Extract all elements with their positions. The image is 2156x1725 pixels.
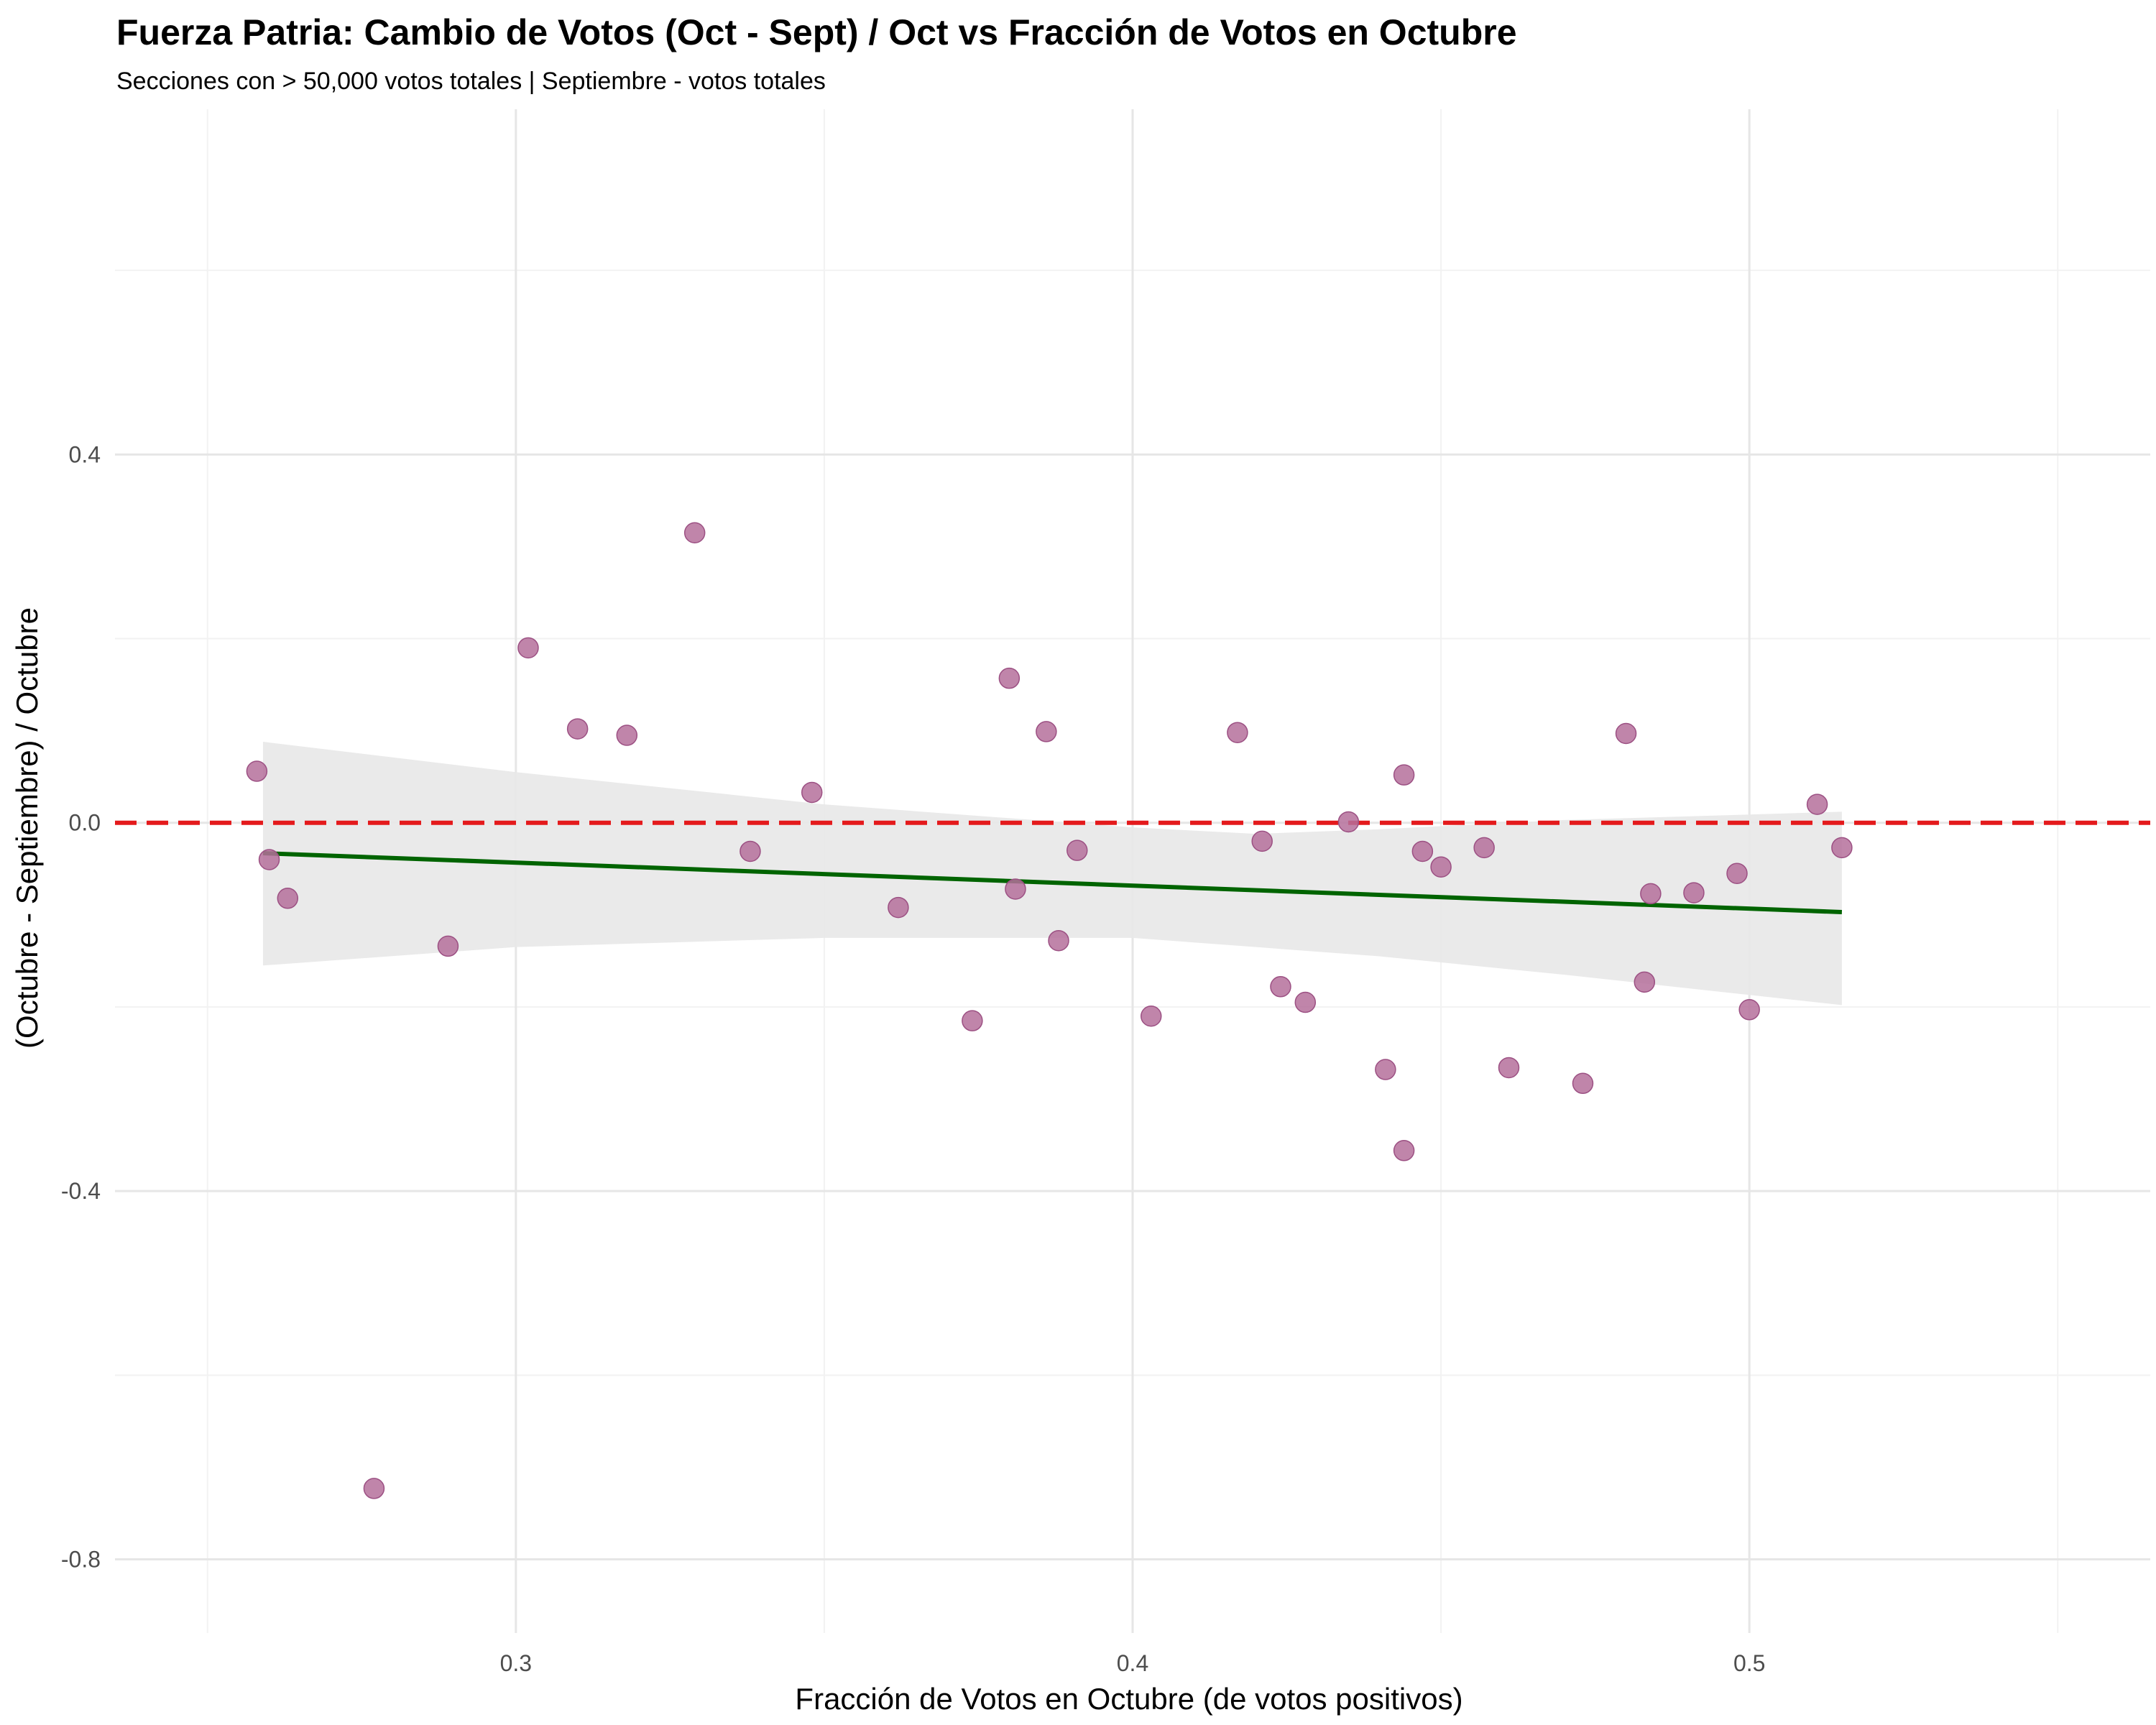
x-tick-label: 0.4 — [1117, 1650, 1148, 1676]
data-point — [1634, 971, 1656, 993]
data-point — [246, 760, 268, 782]
data-point — [1227, 722, 1248, 743]
data-point — [1005, 878, 1026, 900]
data-point — [1048, 929, 1069, 952]
data-point — [1294, 991, 1317, 1013]
data-point — [1067, 840, 1088, 861]
data-point — [1375, 1059, 1396, 1080]
data-point — [1337, 811, 1360, 833]
x-axis-tick-labels: 0.3 0.4 0.5 — [500, 1650, 1766, 1676]
data-point — [1806, 794, 1828, 815]
y-tick-label: 0.4 — [69, 441, 101, 467]
data-point — [1270, 976, 1291, 998]
data-point — [1393, 1140, 1415, 1162]
x-tick-label: 0.3 — [500, 1650, 532, 1676]
chart-subtitle: Secciones con > 50,000 votos totales | S… — [116, 68, 826, 95]
data-point — [1251, 830, 1273, 852]
trend-line — [262, 851, 1843, 915]
data-point — [437, 935, 459, 957]
data-point — [258, 849, 280, 870]
data-points — [246, 522, 1853, 1499]
data-point — [998, 667, 1021, 689]
data-point — [1036, 721, 1057, 742]
x-tick-label: 0.5 — [1733, 1650, 1765, 1676]
chart-title: Fuerza Patria: Cambio de Votos (Oct - Se… — [116, 12, 1517, 52]
data-point — [517, 637, 539, 659]
x-axis-title: Fracción de Votos en Octubre (de votos p… — [795, 1682, 1462, 1716]
data-point — [1683, 882, 1705, 903]
data-point — [801, 781, 823, 804]
data-point — [1473, 837, 1495, 859]
y-tick-label: -0.8 — [61, 1547, 101, 1573]
y-axis-title: (Octubre - Septiembre) / Octubre — [10, 607, 44, 1049]
data-point — [1726, 862, 1748, 884]
y-tick-label: -0.4 — [61, 1178, 101, 1204]
data-point — [1831, 837, 1853, 859]
data-point — [1615, 722, 1637, 745]
data-point — [1430, 856, 1452, 878]
data-point — [1738, 999, 1760, 1021]
data-point — [888, 896, 909, 919]
y-tick-label: 0.0 — [69, 810, 101, 836]
data-point — [683, 522, 706, 543]
data-point — [1498, 1057, 1520, 1079]
data-point — [566, 718, 589, 740]
y-axis-tick-labels: -0.8 -0.4 0.0 0.4 — [61, 441, 101, 1572]
data-point — [1411, 840, 1434, 862]
data-point — [277, 888, 299, 909]
data-point — [1140, 1006, 1162, 1027]
confidence-band — [262, 742, 1842, 1006]
data-point — [962, 1010, 983, 1031]
data-point — [363, 1478, 385, 1499]
data-point — [740, 840, 761, 862]
confidence-band-layer — [262, 742, 1842, 1006]
data-point — [1572, 1072, 1594, 1095]
fit-line-layer — [262, 851, 1843, 915]
data-point — [1393, 764, 1415, 786]
data-point — [616, 724, 638, 746]
data-point — [1640, 883, 1662, 905]
